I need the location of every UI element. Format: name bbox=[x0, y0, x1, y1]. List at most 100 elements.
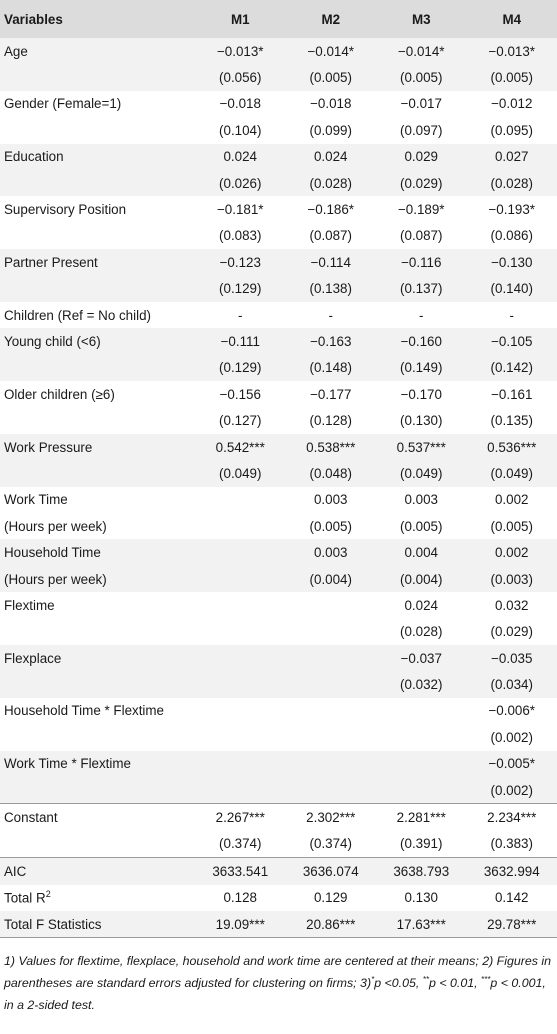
cell-m4: 3632.994 bbox=[466, 857, 557, 885]
cell-m1: −0.156 bbox=[219, 386, 261, 402]
table-row: (0.374) (0.374) (0.391) (0.383) bbox=[0, 831, 557, 858]
cell-m2: −0.177 bbox=[310, 386, 352, 402]
cell-m2: −0.014* bbox=[285, 38, 376, 65]
cell-m4: −0.130 bbox=[466, 249, 557, 276]
footnote-sup: *** bbox=[481, 975, 491, 985]
cell-m4: (0.002) bbox=[466, 776, 557, 804]
cell-m1: (0.127) bbox=[219, 413, 262, 429]
cell-m3: (0.087) bbox=[400, 228, 443, 244]
cell-m4: 0.142 bbox=[494, 890, 529, 906]
cell-m4: 0.002 bbox=[466, 539, 557, 566]
cell-m4: (0.135) bbox=[490, 413, 533, 429]
cell-m4: 0.027 bbox=[466, 143, 557, 170]
cell-m2: 0.538*** bbox=[285, 433, 376, 461]
table-row: Partner Present −0.123 −0.114 −0.116 −0.130 bbox=[0, 249, 557, 276]
footnote-text: p < 0.001, in a 2-sided test. bbox=[4, 976, 546, 1013]
table-body: Age −0.013* −0.014* −0.014* −0.013* (0.056) (0… bbox=[0, 38, 557, 939]
row-label-text: Partner Present bbox=[4, 254, 98, 270]
row-label bbox=[0, 724, 195, 750]
cell-m4: −0.005* bbox=[466, 750, 557, 777]
cell-m2: (0.005) bbox=[285, 64, 376, 91]
cell-m1: 3633.541 bbox=[195, 857, 286, 885]
cell-m4: (0.140) bbox=[466, 275, 557, 302]
cell-m3: 0.003 bbox=[404, 492, 438, 508]
regression-table: Variables M1 M2 M3 M4 Age −0.013* −0.014* −… bbox=[0, 0, 557, 939]
table-row: Household Time * Flextime −0.006* bbox=[0, 698, 557, 724]
cell-m2: −0.114 bbox=[285, 249, 376, 276]
cell-m3: −0.160 bbox=[376, 328, 467, 355]
cell-m2 bbox=[286, 619, 377, 645]
header-variables: Variables bbox=[4, 11, 63, 27]
table-row: (0.127) (0.128) (0.130) (0.135) bbox=[0, 407, 557, 433]
table-row: (0.026) (0.028) (0.029) (0.028) bbox=[0, 169, 557, 197]
table-row: (0.049) (0.048) (0.049) (0.049) bbox=[0, 460, 557, 487]
cell-m2: 20.86*** bbox=[285, 910, 376, 939]
row-label: Household Time bbox=[0, 539, 195, 566]
row-label bbox=[0, 275, 195, 302]
cell-m2: (0.005) bbox=[309, 518, 352, 534]
row-label bbox=[0, 460, 195, 487]
table-header-row: Variables M1 M2 M3 M4 bbox=[0, 0, 557, 38]
row-label: Work Time bbox=[0, 487, 195, 513]
cell-m1: (0.104) bbox=[219, 122, 262, 138]
cell-m2: 0.024 bbox=[285, 143, 376, 170]
cell-m1: −0.013* bbox=[195, 38, 286, 65]
row-label-text: Age bbox=[4, 43, 28, 59]
cell-m2: 2.302*** bbox=[285, 803, 376, 831]
row-label bbox=[0, 671, 195, 698]
row-label: Total R2 bbox=[0, 885, 195, 911]
cell-m1: (0.083) bbox=[219, 228, 262, 244]
cell-m1 bbox=[195, 539, 286, 566]
row-label: Children (Ref = No child) bbox=[0, 302, 195, 328]
cell-m1: 0.542*** bbox=[195, 433, 286, 461]
row-label bbox=[0, 619, 195, 645]
cell-m2 bbox=[285, 750, 376, 777]
cell-m3: (0.097) bbox=[400, 122, 443, 138]
row-label bbox=[0, 776, 195, 804]
cell-m4: −0.193* bbox=[488, 202, 536, 218]
cell-m1: 19.09*** bbox=[195, 910, 286, 939]
cell-m2: −0.186* bbox=[307, 202, 355, 218]
cell-m2: (0.374) bbox=[309, 836, 352, 852]
cell-m2: −0.018 bbox=[310, 96, 352, 112]
cell-m2: (0.128) bbox=[309, 413, 352, 429]
cell-m3 bbox=[376, 724, 467, 750]
cell-m2: (0.087) bbox=[309, 228, 352, 244]
footnote-sup: * bbox=[371, 975, 375, 985]
row-label: Partner Present bbox=[0, 249, 195, 276]
footnote-sup: ** bbox=[422, 975, 430, 985]
cell-m1: (0.374) bbox=[219, 836, 262, 852]
row-label bbox=[0, 354, 195, 382]
row-label bbox=[0, 64, 195, 91]
cell-m1: 2.267*** bbox=[195, 803, 286, 831]
row-label-text: Household Time * Flextime bbox=[4, 703, 165, 719]
row-label-text: AIC bbox=[4, 863, 27, 879]
cell-m1: (0.129) bbox=[195, 275, 286, 302]
cell-m1 bbox=[195, 750, 286, 777]
cell-m3: 0.029 bbox=[376, 143, 467, 170]
cell-m4: (0.003) bbox=[466, 565, 557, 593]
cell-m4: (0.029) bbox=[490, 624, 533, 640]
row-label-text: Young child (<6) bbox=[4, 333, 101, 349]
cell-m2: −0.163 bbox=[285, 328, 376, 355]
table-row: Children (Ref = No child) - - - - bbox=[0, 302, 557, 328]
cell-m4: - bbox=[509, 307, 514, 323]
table-row: Education 0.024 0.024 0.029 0.027 bbox=[0, 143, 557, 170]
cell-m3: 17.63*** bbox=[376, 910, 467, 939]
cell-m1: −0.123 bbox=[195, 249, 286, 276]
cell-m3: −0.017 bbox=[400, 96, 442, 112]
cell-m4: −0.035 bbox=[466, 644, 557, 672]
cell-m4: (0.383) bbox=[490, 836, 533, 852]
cell-m1 bbox=[195, 776, 286, 804]
cell-m3 bbox=[376, 776, 467, 804]
table-row: (Hours per week) (0.004) (0.004) (0.003) bbox=[0, 565, 557, 593]
row-label: Work Pressure bbox=[0, 433, 195, 461]
table-row: Gender (Female=1) −0.018 −0.018 −0.017 −0.01… bbox=[0, 91, 557, 117]
cell-m3 bbox=[376, 698, 467, 724]
cell-m2 bbox=[285, 671, 376, 698]
cell-m2 bbox=[285, 644, 376, 672]
cell-m2: (0.028) bbox=[285, 169, 376, 197]
row-label: Age bbox=[0, 38, 195, 65]
cell-m1 bbox=[195, 592, 286, 618]
cell-m2 bbox=[286, 724, 377, 750]
